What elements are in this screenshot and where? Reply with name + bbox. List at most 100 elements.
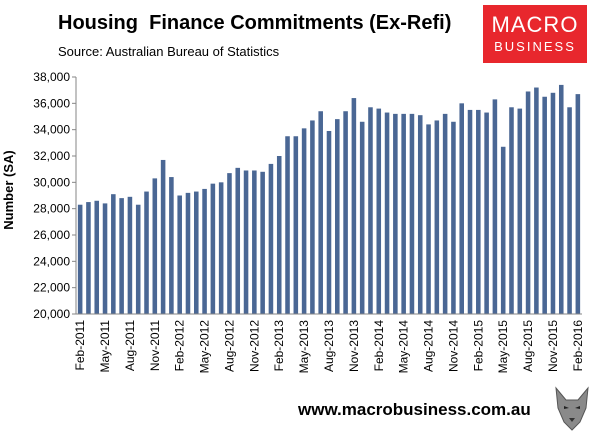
y-axis-title-group: Number (SA) <box>1 150 16 229</box>
macrobusiness-logo[interactable]: MACRO BUSINESS <box>483 5 587 63</box>
logo-line-2: BUSINESS <box>494 39 576 54</box>
y-tick-label: 20,000 <box>33 307 70 321</box>
x-tick-label: Feb-2016 <box>571 320 585 372</box>
x-tick-label: Feb-2012 <box>173 320 187 372</box>
x-tick-label: Nov-2014 <box>446 320 460 372</box>
bar-Feb-2014 <box>376 108 382 314</box>
y-tick-label: 26,000 <box>33 228 70 242</box>
bar-Aug-2011 <box>127 196 133 314</box>
x-tick-label: Nov-2013 <box>347 320 361 372</box>
y-axis-title: Number (SA) <box>1 150 16 229</box>
bar-Feb-2013 <box>276 156 282 314</box>
bar-Apr-2011 <box>94 200 100 314</box>
chart-source: Source: Australian Bureau of Statistics <box>58 44 280 59</box>
x-tick-label: May-2013 <box>297 320 311 374</box>
x-tick-label: Aug-2013 <box>322 320 336 372</box>
x-tick-label: May-2011 <box>98 320 112 373</box>
x-tick-label: May-2012 <box>198 320 212 374</box>
bar-Jul-2013 <box>318 111 323 314</box>
x-tick-label: Feb-2015 <box>471 320 485 372</box>
footer-url[interactable]: www.macrobusiness.com.au <box>298 400 531 419</box>
y-tick-label: 38,000 <box>33 70 70 84</box>
x-tick-label: Feb-2014 <box>372 320 386 372</box>
bar-Oct-2014 <box>442 113 448 315</box>
x-tick-label: Feb-2011 <box>73 320 87 371</box>
bar-Oct-2012 <box>243 170 249 314</box>
bars <box>77 84 581 315</box>
bar-Sep-2011 <box>135 204 141 314</box>
bar-Nov-2011 <box>152 178 158 314</box>
bar-Mar-2015 <box>484 112 489 314</box>
x-tick-label: May-2015 <box>496 320 510 374</box>
y-axis-ticks: 20,000 22,000 24,000 26,000 28,000 30,000 32,0… <box>33 70 76 321</box>
bar-Mar-2013 <box>285 136 290 314</box>
x-tick-label: Nov-2015 <box>546 320 560 372</box>
bar-Dec-2013 <box>359 121 365 315</box>
bar-Jun-2013 <box>310 120 315 314</box>
bar-Jan-2015 <box>467 109 473 314</box>
bar-May-2014 <box>401 113 406 315</box>
wolf-icon <box>555 386 589 431</box>
bar-Nov-2014 <box>451 121 456 315</box>
bar-Jun-2011 <box>111 194 116 314</box>
bar-Mar-2011 <box>86 202 91 314</box>
x-tick-label: Aug-2011 <box>123 320 137 371</box>
bar-Jun-2015 <box>509 107 514 314</box>
bar-Sep-2015 <box>534 87 539 314</box>
x-tick-label: May-2014 <box>397 320 411 374</box>
y-tick-label: 36,000 <box>33 96 70 110</box>
bar-Feb-2012 <box>177 195 182 314</box>
x-axis-ticks: Feb-2011 May-2011 Aug-2011 Nov-2011 Feb-2012… <box>73 320 585 374</box>
bar-Feb-2016 <box>575 94 581 315</box>
bar-Feb-2011 <box>77 204 83 314</box>
bar-Mar-2014 <box>384 112 390 314</box>
chart-title: Housing Finance Commitments (Ex-Refi) <box>58 12 452 34</box>
y-tick-label: 28,000 <box>33 202 70 216</box>
bar-Jul-2015 <box>517 108 523 314</box>
bar-Jul-2011 <box>119 198 124 314</box>
bar-Aug-2015 <box>525 91 531 314</box>
bar-Sep-2014 <box>434 120 440 314</box>
x-tick-label: Aug-2015 <box>521 320 535 372</box>
bar-Oct-2015 <box>542 96 547 314</box>
bar-Nov-2013 <box>351 98 357 314</box>
bar-Aug-2014 <box>426 124 431 315</box>
x-tick-label: Nov-2012 <box>247 320 261 372</box>
y-tick-label: 34,000 <box>33 123 70 137</box>
bar-Dec-2012 <box>260 171 265 314</box>
bar-Jan-2014 <box>368 107 373 314</box>
bar-Jan-2012 <box>169 177 174 314</box>
x-tick-label: Feb-2013 <box>272 320 286 372</box>
bar-Jun-2012 <box>210 183 216 314</box>
logo-line-1: MACRO <box>491 12 579 37</box>
y-tick-label: 30,000 <box>33 175 70 189</box>
bar-Nov-2015 <box>550 92 556 314</box>
bar-Oct-2011 <box>144 191 149 314</box>
bar-Jul-2012 <box>218 182 224 314</box>
bar-Apr-2015 <box>492 99 498 314</box>
axes <box>75 77 582 315</box>
bar-Jan-2013 <box>268 163 274 314</box>
y-tick-label: 24,000 <box>33 254 70 268</box>
bar-Mar-2012 <box>185 192 191 314</box>
y-tick-label: 32,000 <box>33 149 70 163</box>
x-tick-label: Aug-2014 <box>422 320 436 372</box>
bar-Apr-2014 <box>393 113 398 315</box>
y-tick-label: 22,000 <box>33 281 70 295</box>
bar-Jul-2014 <box>417 115 423 315</box>
bar-Jan-2016 <box>567 107 572 314</box>
bar-May-2012 <box>202 188 207 314</box>
bar-Jun-2014 <box>409 113 415 315</box>
bar-May-2011 <box>102 203 108 314</box>
bar-Apr-2012 <box>194 191 199 314</box>
x-tick-label: Nov-2011 <box>148 320 162 371</box>
bar-Nov-2012 <box>252 170 257 314</box>
bar-Dec-2014 <box>459 103 464 314</box>
bar-Aug-2012 <box>227 173 232 314</box>
bar-Oct-2013 <box>343 111 348 314</box>
bar-Sep-2012 <box>235 167 241 314</box>
x-tick-label: Aug-2012 <box>222 320 236 372</box>
bar-Aug-2013 <box>326 130 332 314</box>
bar-Dec-2011 <box>160 159 166 314</box>
